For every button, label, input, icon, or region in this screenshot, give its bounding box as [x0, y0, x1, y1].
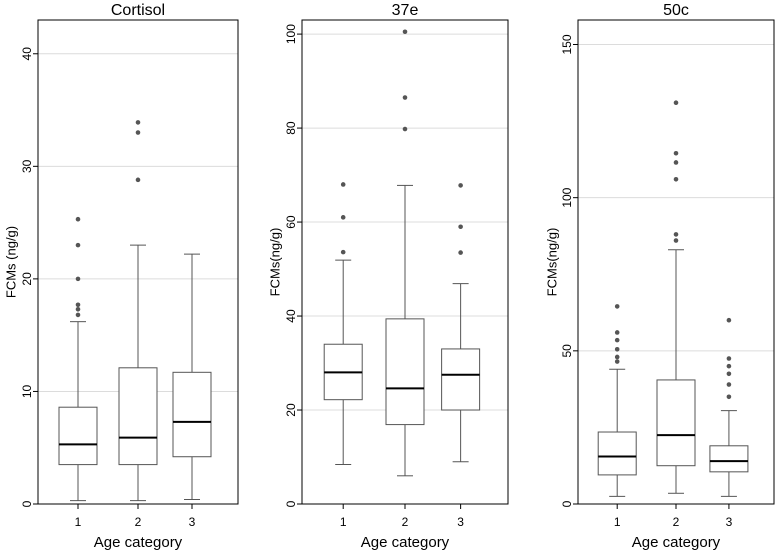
- plot-frame: [301, 19, 509, 505]
- outlier-point: [458, 250, 463, 255]
- box-1: [58, 216, 98, 502]
- y-tick-label: 10: [20, 384, 34, 398]
- x-tick-label: 2: [673, 515, 680, 529]
- outlier-point: [402, 126, 408, 132]
- outlier-point: [614, 337, 620, 343]
- plot-frame: [37, 19, 239, 505]
- outlier-point: [75, 306, 81, 312]
- outlier-point: [614, 347, 620, 352]
- y-tick-label: 0: [284, 500, 298, 507]
- plot-frame: [577, 19, 775, 505]
- panel-1: 0 10 20 30 40 1 2 3 Cortisol Age category FCMs (ng…: [3, 2, 239, 551]
- x-tick-label: 3: [457, 515, 464, 529]
- y-tick-label: 150: [560, 34, 574, 54]
- y-tick-label: 20: [20, 272, 34, 286]
- box-iqr: [709, 445, 749, 473]
- outlier-point: [673, 150, 679, 156]
- outlier-point: [726, 356, 732, 361]
- outlier-point: [135, 120, 141, 125]
- y-axis-label: FCMs (ng/g): [3, 226, 18, 298]
- y-tick-label: 0: [560, 500, 574, 507]
- y-tick-label: 100: [560, 187, 574, 207]
- y-tick-label: 40: [20, 47, 34, 61]
- box-iqr: [58, 406, 98, 466]
- box-2: [385, 29, 425, 477]
- outlier-point: [673, 238, 679, 243]
- y-tick-label: 40: [284, 309, 298, 323]
- x-tick-label: 1: [340, 515, 347, 529]
- box-3: [709, 317, 749, 497]
- x-axis-label: Age category: [632, 534, 721, 551]
- y-tick-label: 50: [560, 344, 574, 358]
- y-tick-label: 60: [284, 215, 298, 229]
- outlier-point: [75, 242, 81, 248]
- box-iqr: [385, 318, 425, 426]
- outlier-point: [726, 394, 732, 400]
- outlier-point: [614, 354, 620, 360]
- y-axis-label: FCMs(ng/g): [267, 228, 282, 297]
- outlier-point: [340, 249, 346, 255]
- box-iqr: [441, 348, 481, 411]
- outlier-point: [458, 224, 463, 230]
- outlier-point: [75, 216, 81, 222]
- x-tick-label: 1: [75, 515, 82, 529]
- y-tick-label: 30: [20, 159, 34, 173]
- outlier-point: [614, 304, 620, 309]
- outlier-point: [673, 160, 679, 165]
- x-tick-label: 3: [189, 515, 196, 529]
- box-3: [441, 183, 481, 463]
- outlier-point: [458, 183, 463, 188]
- box-iqr: [172, 371, 212, 458]
- outlier-point: [402, 29, 408, 35]
- outlier-point: [402, 95, 408, 100]
- y-axis-label: FCMs(ng/g): [544, 228, 559, 297]
- x-tick-label: 1: [614, 515, 621, 529]
- y-tick-label: 80: [284, 121, 298, 135]
- y-tick-label: 20: [284, 403, 298, 417]
- x-tick-label: 3: [726, 515, 733, 529]
- outlier-point: [673, 176, 679, 182]
- panel-title: 37e: [392, 2, 419, 19]
- box-1: [323, 182, 363, 466]
- outlier-point: [135, 177, 141, 183]
- outlier-point: [135, 130, 141, 135]
- box-iqr: [597, 431, 637, 476]
- outlier-point: [726, 382, 732, 387]
- panel-title: 50c: [663, 2, 689, 19]
- outlier-point: [726, 317, 732, 323]
- outlier-point: [75, 302, 81, 308]
- panel-2: 0 20 40 60 80 100 1 2 3 37e Age category FCMs(ng/g): [267, 2, 509, 551]
- outlier-point: [75, 276, 81, 282]
- outlier-point: [614, 330, 620, 335]
- outlier-point: [726, 371, 732, 377]
- x-axis-label: Age category: [94, 534, 183, 551]
- box-iqr: [656, 379, 696, 467]
- x-tick-label: 2: [135, 515, 142, 529]
- outlier-point: [340, 215, 346, 220]
- y-tick-label: 0: [20, 500, 34, 507]
- outlier-point: [726, 363, 732, 369]
- outlier-point: [673, 232, 679, 237]
- box-3: [172, 253, 212, 500]
- box-2: [118, 120, 158, 502]
- outlier-point: [673, 100, 679, 106]
- panel-3: 0 50 100 150 1 2 3 50c Age category FCMs(ng/g): [544, 2, 775, 551]
- box-2: [656, 100, 696, 494]
- x-axis-label: Age category: [361, 534, 450, 551]
- box-1: [597, 304, 637, 497]
- outlier-point: [614, 359, 620, 364]
- outlier-point: [75, 312, 81, 318]
- outlier-point: [340, 182, 346, 187]
- panel-title: Cortisol: [111, 2, 165, 19]
- x-tick-label: 2: [402, 515, 409, 529]
- y-tick-label: 100: [284, 24, 298, 44]
- box-iqr: [118, 367, 158, 466]
